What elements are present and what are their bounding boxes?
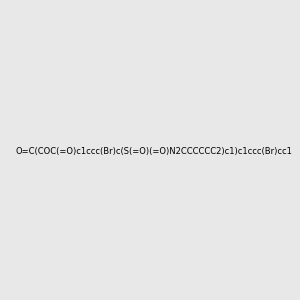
Text: O=C(COC(=O)c1ccc(Br)c(S(=O)(=O)N2CCCCCC2)c1)c1ccc(Br)cc1: O=C(COC(=O)c1ccc(Br)c(S(=O)(=O)N2CCCCCC2… [15,147,292,156]
